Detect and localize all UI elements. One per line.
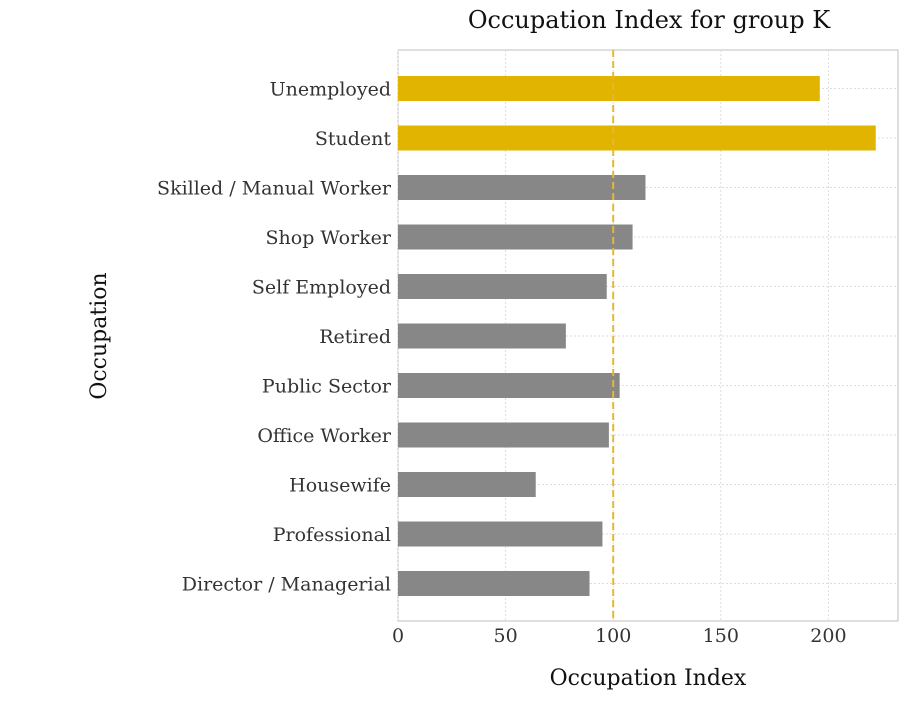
bar-student	[398, 125, 876, 151]
category-label: Student	[315, 128, 392, 150]
bar-self-employed	[398, 274, 607, 299]
x-tick-label: 200	[810, 625, 846, 647]
bar-public-sector	[398, 373, 620, 398]
category-label: Director / Managerial	[182, 574, 391, 596]
y-axis-label: Occupation	[87, 272, 112, 399]
x-tick-labels: 0 50 100 150 200	[392, 625, 847, 647]
category-label: Skilled / Manual Worker	[157, 178, 392, 200]
category-label: Professional	[273, 524, 391, 546]
category-label: Housewife	[289, 475, 391, 497]
bar-shop-worker	[398, 224, 633, 250]
x-tick-label: 0	[392, 625, 404, 647]
x-tick-label: 50	[494, 625, 518, 647]
bar-housewife	[398, 472, 536, 497]
bar-unemployed	[398, 76, 820, 101]
bar-office-worker	[398, 422, 609, 448]
category-label: Retired	[319, 326, 391, 348]
category-label: Self Employed	[252, 277, 391, 299]
bars	[398, 76, 876, 596]
bar-skilled-manual-worker	[398, 175, 646, 200]
bar-professional	[398, 521, 603, 547]
category-label: Unemployed	[270, 79, 391, 101]
category-labels: Unemployed Student Skilled / Manual Worker…	[157, 79, 392, 596]
category-label: Office Worker	[257, 425, 392, 447]
x-tick-label: 100	[595, 625, 631, 647]
category-label: Shop Worker	[266, 227, 392, 249]
bar-director-managerial	[398, 571, 590, 596]
x-tick-label: 150	[703, 625, 739, 647]
bar-retired	[398, 323, 566, 349]
category-label: Public Sector	[262, 376, 392, 398]
chart-title: Occupation Index for group K	[468, 6, 831, 34]
x-axis-label: Occupation Index	[550, 666, 747, 691]
